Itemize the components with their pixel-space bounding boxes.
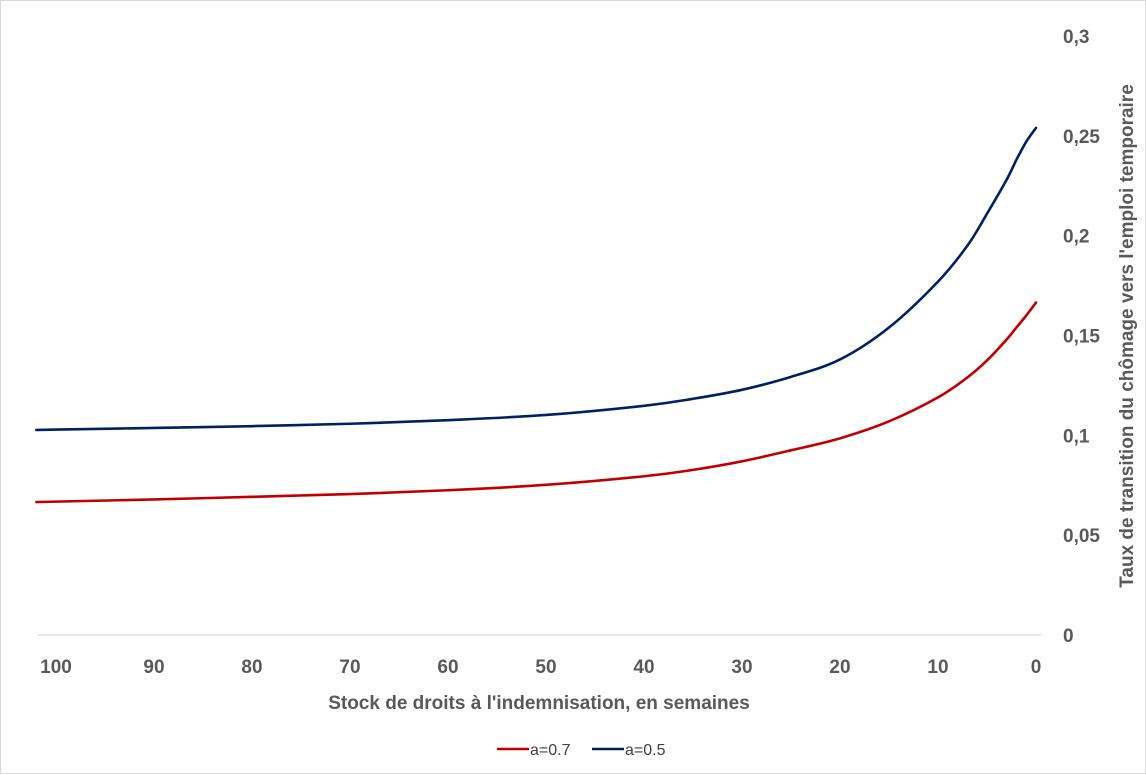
series-lines xyxy=(35,126,1038,504)
legend-label: a=0.5 xyxy=(625,742,666,759)
axes: 100 90 80 70 60 50 40 30 20 10 000,050,10,150,20,2… xyxy=(38,27,1138,714)
x-tick-label: 10 xyxy=(927,657,948,678)
y-tick-label: 0,05 xyxy=(1063,526,1100,547)
series-line-1 xyxy=(35,301,1038,504)
x-tick-label: 80 xyxy=(241,657,262,678)
y-tick-label: 0,25 xyxy=(1063,127,1100,148)
y-tick-label: 0,2 xyxy=(1063,227,1089,248)
series-line-2 xyxy=(35,126,1038,432)
x-tick-label: 90 xyxy=(143,657,164,678)
x-tick-label: 20 xyxy=(829,657,850,678)
x-tick-label: 60 xyxy=(437,657,458,678)
y-axis-title: Taux de transition du chômage vers l'emp… xyxy=(1117,84,1138,588)
y-tick-label: 0,1 xyxy=(1063,426,1090,447)
legend: a=0.7 a=0.5 xyxy=(497,742,666,759)
x-tick-label: 40 xyxy=(633,657,654,678)
y-tick-label: 0,3 xyxy=(1063,27,1089,48)
x-tick-label: 50 xyxy=(535,657,556,678)
x-tick-label: 100 xyxy=(40,657,72,678)
legend-label: a=0.7 xyxy=(530,742,571,759)
y-tick-label: 0 xyxy=(1063,626,1074,647)
x-tick-label: 30 xyxy=(731,657,752,678)
x-axis-title: Stock de droits à l'indemnisation, en se… xyxy=(328,693,750,714)
x-tick-label: 0 xyxy=(1031,657,1042,678)
x-tick-label: 70 xyxy=(339,657,360,678)
y-tick-label: 0,15 xyxy=(1063,327,1100,348)
